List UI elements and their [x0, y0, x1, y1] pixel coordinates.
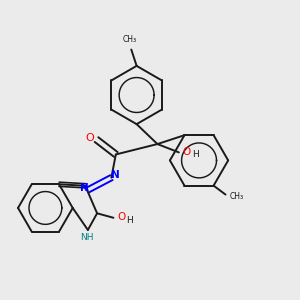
Text: H: H	[192, 150, 199, 159]
Text: CH₃: CH₃	[123, 35, 137, 44]
Text: CH₃: CH₃	[230, 192, 244, 201]
Text: H: H	[126, 216, 133, 225]
Text: O: O	[85, 134, 94, 143]
Text: N: N	[80, 183, 88, 193]
Text: N: N	[111, 170, 119, 180]
Text: NH: NH	[80, 232, 93, 242]
Text: O: O	[182, 147, 190, 157]
Text: O: O	[117, 212, 125, 222]
